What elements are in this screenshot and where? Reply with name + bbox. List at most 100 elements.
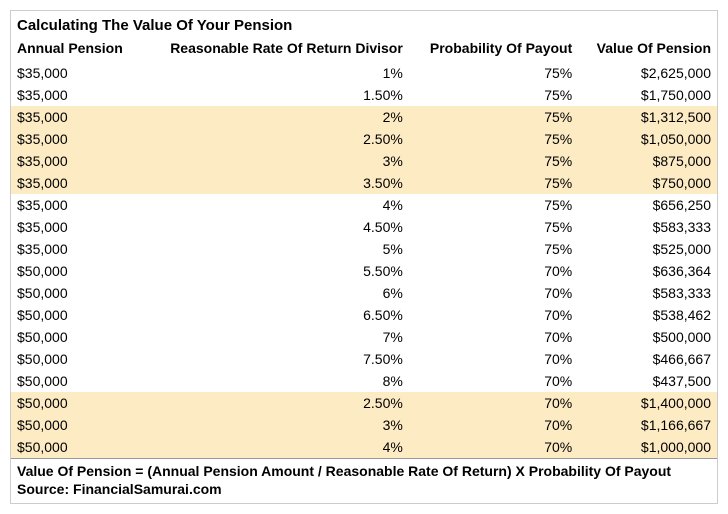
cell-rate: 3%	[140, 150, 409, 172]
cell-annual: $50,000	[11, 392, 140, 414]
table-row: $50,0008%70%$437,500	[11, 370, 717, 392]
cell-value: $437,500	[578, 370, 717, 392]
table-row: $50,0006.50%70%$538,462	[11, 304, 717, 326]
cell-value: $1,050,000	[578, 128, 717, 150]
cell-annual: $35,000	[11, 238, 140, 260]
table-row: $35,0001%75%$2,625,000	[11, 62, 717, 84]
cell-annual: $35,000	[11, 128, 140, 150]
cell-prob: 70%	[409, 348, 578, 370]
cell-prob: 70%	[409, 436, 578, 458]
cell-value: $1,750,000	[578, 84, 717, 106]
cell-rate: 7.50%	[140, 348, 409, 370]
table-row: $50,0007%70%$500,000	[11, 326, 717, 348]
cell-rate: 2%	[140, 106, 409, 128]
cell-value: $1,312,500	[578, 106, 717, 128]
cell-value: $636,364	[578, 260, 717, 282]
table-row: $50,0005.50%70%$636,364	[11, 260, 717, 282]
pension-table-container: Calculating The Value Of Your Pension An…	[10, 10, 718, 504]
cell-prob: 70%	[409, 326, 578, 348]
cell-rate: 2.50%	[140, 128, 409, 150]
table-row: $35,0005%75%$525,000	[11, 238, 717, 260]
table-row: $35,0003.50%75%$750,000	[11, 172, 717, 194]
col-probability: Probability Of Payout	[409, 36, 578, 62]
cell-rate: 4.50%	[140, 216, 409, 238]
cell-annual: $35,000	[11, 150, 140, 172]
cell-rate: 4%	[140, 436, 409, 458]
cell-annual: $50,000	[11, 370, 140, 392]
cell-annual: $35,000	[11, 216, 140, 238]
table-row: $35,0002.50%75%$1,050,000	[11, 128, 717, 150]
cell-rate: 4%	[140, 194, 409, 216]
cell-prob: 70%	[409, 370, 578, 392]
cell-annual: $50,000	[11, 414, 140, 436]
cell-annual: $50,000	[11, 282, 140, 304]
table-row: $50,0007.50%70%$466,667	[11, 348, 717, 370]
cell-value: $500,000	[578, 326, 717, 348]
cell-rate: 6.50%	[140, 304, 409, 326]
source-text: Source: FinancialSamurai.com	[11, 481, 717, 503]
cell-value: $466,667	[578, 348, 717, 370]
cell-annual: $35,000	[11, 62, 140, 84]
cell-prob: 70%	[409, 304, 578, 326]
cell-annual: $35,000	[11, 106, 140, 128]
cell-prob: 75%	[409, 106, 578, 128]
cell-prob: 75%	[409, 194, 578, 216]
cell-value: $583,333	[578, 282, 717, 304]
header-row: Annual Pension Reasonable Rate Of Return…	[11, 36, 717, 62]
table-title: Calculating The Value Of Your Pension	[11, 11, 717, 36]
cell-rate: 3.50%	[140, 172, 409, 194]
cell-prob: 75%	[409, 62, 578, 84]
cell-value: $583,333	[578, 216, 717, 238]
table-row: $35,0004.50%75%$583,333	[11, 216, 717, 238]
cell-prob: 75%	[409, 84, 578, 106]
cell-value: $656,250	[578, 194, 717, 216]
cell-rate: 1.50%	[140, 84, 409, 106]
cell-prob: 75%	[409, 150, 578, 172]
cell-rate: 8%	[140, 370, 409, 392]
table-row: $50,0003%70%$1,166,667	[11, 414, 717, 436]
table-row: $35,0004%75%$656,250	[11, 194, 717, 216]
table-row: $50,0002.50%70%$1,400,000	[11, 392, 717, 414]
formula-text: Value Of Pension = (Annual Pension Amoun…	[11, 458, 717, 481]
col-annual-pension: Annual Pension	[11, 36, 140, 62]
cell-annual: $50,000	[11, 436, 140, 458]
table-row: $35,0001.50%75%$1,750,000	[11, 84, 717, 106]
cell-prob: 75%	[409, 216, 578, 238]
cell-prob: 70%	[409, 282, 578, 304]
cell-rate: 5%	[140, 238, 409, 260]
cell-rate: 2.50%	[140, 392, 409, 414]
cell-annual: $50,000	[11, 260, 140, 282]
pension-table: Annual Pension Reasonable Rate Of Return…	[11, 36, 717, 458]
cell-prob: 75%	[409, 172, 578, 194]
cell-prob: 70%	[409, 392, 578, 414]
cell-prob: 75%	[409, 238, 578, 260]
cell-value: $538,462	[578, 304, 717, 326]
cell-value: $1,000,000	[578, 436, 717, 458]
cell-prob: 70%	[409, 260, 578, 282]
cell-value: $1,166,667	[578, 414, 717, 436]
cell-annual: $50,000	[11, 348, 140, 370]
col-rate-divisor: Reasonable Rate Of Return Divisor	[140, 36, 409, 62]
table-row: $50,0006%70%$583,333	[11, 282, 717, 304]
cell-annual: $35,000	[11, 172, 140, 194]
cell-annual: $35,000	[11, 84, 140, 106]
col-value: Value Of Pension	[578, 36, 717, 62]
cell-rate: 1%	[140, 62, 409, 84]
cell-value: $750,000	[578, 172, 717, 194]
cell-rate: 3%	[140, 414, 409, 436]
cell-value: $875,000	[578, 150, 717, 172]
cell-rate: 6%	[140, 282, 409, 304]
cell-annual: $50,000	[11, 304, 140, 326]
cell-annual: $50,000	[11, 326, 140, 348]
cell-value: $525,000	[578, 238, 717, 260]
cell-annual: $35,000	[11, 194, 140, 216]
cell-rate: 7%	[140, 326, 409, 348]
table-row: $35,0003%75%$875,000	[11, 150, 717, 172]
cell-prob: 75%	[409, 128, 578, 150]
cell-rate: 5.50%	[140, 260, 409, 282]
table-row: $35,0002%75%$1,312,500	[11, 106, 717, 128]
cell-value: $2,625,000	[578, 62, 717, 84]
cell-value: $1,400,000	[578, 392, 717, 414]
table-row: $50,0004%70%$1,000,000	[11, 436, 717, 458]
cell-prob: 70%	[409, 414, 578, 436]
